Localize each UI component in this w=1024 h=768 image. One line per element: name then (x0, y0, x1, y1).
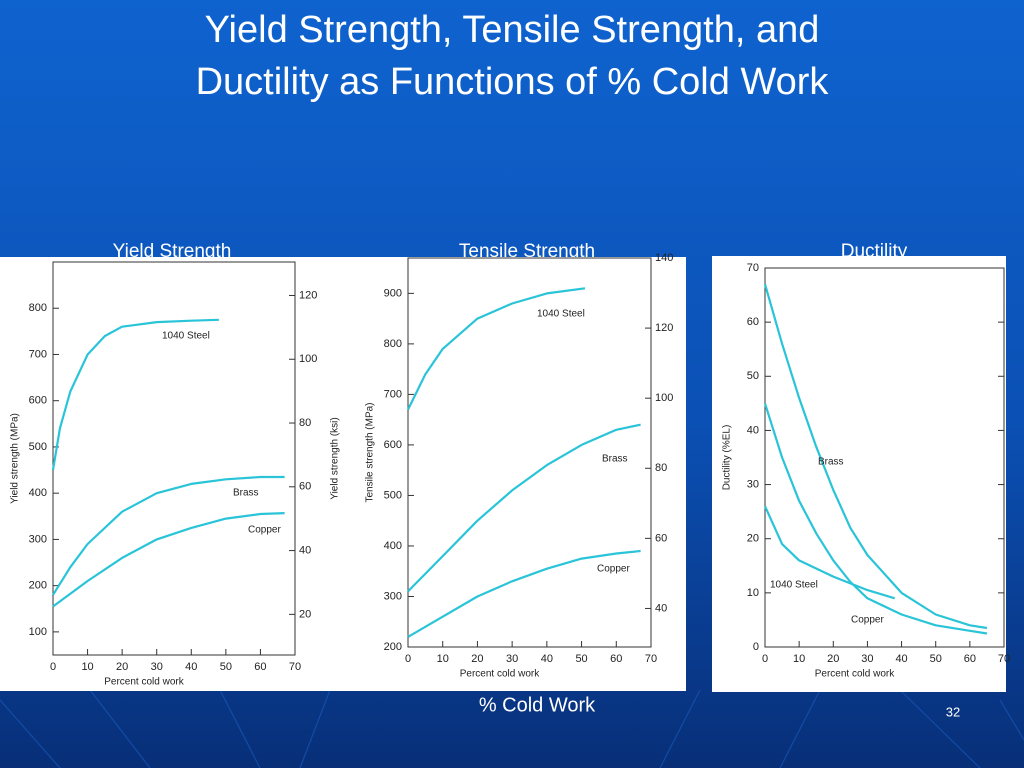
y-tick-label: 600 (29, 395, 47, 407)
x-tick-label: 50 (930, 653, 942, 665)
x-tick-label: 10 (437, 653, 449, 665)
y2-tick-label: 80 (655, 462, 667, 474)
x-tick-label: 70 (645, 653, 657, 665)
panel-label: Yield Strength (113, 241, 232, 262)
y2-tick-label: 60 (299, 481, 311, 493)
y-tick-label: 300 (384, 590, 402, 602)
y2-tick-label: 100 (299, 353, 317, 365)
y2-tick-label: 100 (655, 392, 673, 404)
series-line (407, 549, 641, 638)
series-line (407, 287, 586, 411)
x-tick-label: 70 (289, 661, 301, 673)
figure-panel (712, 256, 1006, 692)
x-tick-label: 0 (405, 653, 411, 665)
y-tick-label: 20 (747, 533, 759, 545)
y2-tick-label: 40 (655, 602, 667, 614)
y-tick-label: 500 (29, 441, 47, 453)
y-tick-label: 0 (753, 641, 759, 653)
series-label: 1040 Steel (537, 309, 585, 320)
x-axis-title: Percent cold work (460, 669, 540, 680)
plot-frame (52, 261, 296, 656)
y-tick-label: 40 (747, 424, 759, 436)
series-label: Copper (248, 525, 281, 536)
x-tick-label: 30 (151, 661, 163, 673)
x-axis-title: Percent cold work (104, 677, 184, 688)
series-label: Brass (233, 488, 259, 499)
y-tick-label: 400 (384, 540, 402, 552)
series-line (763, 283, 988, 630)
y-axis-title: Yield strength (MPa) (10, 413, 21, 504)
series-label: Copper (851, 615, 884, 626)
y-tick-label: 800 (384, 338, 402, 350)
y2-tick-label: 80 (299, 417, 311, 429)
y-tick-label: 300 (29, 533, 47, 545)
x-caption: % Cold Work (479, 694, 596, 716)
page-number: 32 (946, 704, 960, 719)
x-tick-label: 60 (610, 653, 622, 665)
series-label: 1040 Steel (770, 580, 818, 591)
x-tick-label: 30 (861, 653, 873, 665)
background-lines (0, 689, 1024, 768)
y-axis-title: Tensile strength (MPa) (365, 402, 376, 502)
y-tick-label: 50 (747, 370, 759, 382)
x-tick-label: 30 (506, 653, 518, 665)
y-tick-label: 60 (747, 316, 759, 328)
series-line (52, 512, 285, 608)
series-label: Brass (602, 454, 628, 465)
x-tick-label: 50 (575, 653, 587, 665)
y2-tick-label: 120 (655, 322, 673, 334)
y2-axis-title: Yield strength (ksi) (330, 417, 341, 499)
y-tick-label: 500 (384, 489, 402, 501)
y-tick-label: 200 (384, 641, 402, 653)
x-tick-label: 40 (541, 653, 553, 665)
y-tick-label: 800 (29, 302, 47, 314)
series-label: Copper (597, 564, 630, 575)
plot-frame (407, 257, 652, 648)
y2-tick-label: 20 (299, 608, 311, 620)
y2-tick-label: 40 (299, 544, 311, 556)
plot-frame (764, 267, 1005, 648)
series-line (51, 318, 219, 471)
x-tick-label: 20 (116, 661, 128, 673)
title-line: Yield Strength, Tensile Strength, and (205, 9, 820, 51)
x-tick-label: 60 (254, 661, 266, 673)
series-label: Brass (818, 457, 844, 468)
panel-label: Tensile Strength (459, 241, 595, 262)
x-tick-label: 10 (793, 653, 805, 665)
series-label: 1040 Steel (162, 331, 210, 342)
x-tick-label: 20 (827, 653, 839, 665)
x-tick-label: 60 (964, 653, 976, 665)
y-tick-label: 400 (29, 487, 47, 499)
series-line (407, 423, 641, 593)
x-tick-label: 70 (998, 653, 1010, 665)
x-tick-label: 10 (81, 661, 93, 673)
series-line (52, 475, 285, 596)
y2-tick-label: 140 (655, 252, 673, 264)
y-axis-title: Ductility (%EL) (722, 425, 733, 491)
y-tick-label: 900 (384, 287, 402, 299)
y-tick-label: 100 (29, 626, 47, 638)
y-tick-label: 70 (747, 262, 759, 274)
x-tick-label: 20 (471, 653, 483, 665)
x-tick-label: 0 (762, 653, 768, 665)
y-tick-label: 700 (384, 388, 402, 400)
x-tick-label: 50 (220, 661, 232, 673)
y-tick-label: 700 (29, 348, 47, 360)
series-line (763, 403, 988, 635)
x-tick-label: 40 (895, 653, 907, 665)
title-line: Ductility as Functions of % Cold Work (196, 61, 830, 103)
y-tick-label: 600 (384, 439, 402, 451)
figure-panel (0, 257, 686, 691)
y-tick-label: 10 (747, 587, 759, 599)
x-axis-title: Percent cold work (815, 669, 895, 680)
y-tick-label: 30 (747, 478, 759, 490)
y2-tick-label: 120 (299, 289, 317, 301)
y-tick-label: 200 (29, 580, 47, 592)
y2-tick-label: 60 (655, 532, 667, 544)
series-line (763, 505, 896, 600)
x-tick-label: 0 (50, 661, 56, 673)
x-tick-label: 40 (185, 661, 197, 673)
